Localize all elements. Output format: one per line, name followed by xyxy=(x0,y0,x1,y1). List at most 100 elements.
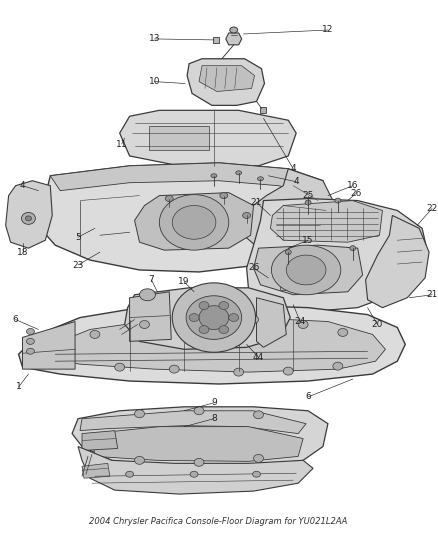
Text: 12: 12 xyxy=(322,26,334,35)
Ellipse shape xyxy=(26,328,35,334)
Polygon shape xyxy=(80,411,306,433)
Ellipse shape xyxy=(258,177,264,181)
Ellipse shape xyxy=(115,363,125,371)
Ellipse shape xyxy=(285,249,291,255)
Ellipse shape xyxy=(165,196,173,201)
Text: 2004 Chrysler Pacifica Console-Floor Diagram for YU021L2AA: 2004 Chrysler Pacifica Console-Floor Dia… xyxy=(88,518,347,527)
Ellipse shape xyxy=(186,296,242,340)
Text: 24: 24 xyxy=(294,317,306,326)
Text: 9: 9 xyxy=(211,398,217,407)
Ellipse shape xyxy=(272,245,341,295)
Ellipse shape xyxy=(333,362,343,370)
Ellipse shape xyxy=(305,200,311,205)
Polygon shape xyxy=(22,321,75,369)
Text: 4: 4 xyxy=(290,164,296,173)
Text: 23: 23 xyxy=(72,261,84,270)
Ellipse shape xyxy=(90,330,100,338)
Ellipse shape xyxy=(169,365,179,373)
Text: 8: 8 xyxy=(211,414,217,423)
Polygon shape xyxy=(213,37,219,43)
Text: 44: 44 xyxy=(253,353,264,362)
Polygon shape xyxy=(247,199,427,312)
Text: 26: 26 xyxy=(350,189,361,198)
Polygon shape xyxy=(254,245,363,295)
Ellipse shape xyxy=(283,367,293,375)
Text: 11: 11 xyxy=(116,140,127,149)
Ellipse shape xyxy=(199,326,209,334)
Text: 5: 5 xyxy=(75,233,81,242)
Ellipse shape xyxy=(134,410,145,418)
Ellipse shape xyxy=(234,368,244,376)
Polygon shape xyxy=(92,426,303,462)
Ellipse shape xyxy=(199,305,229,329)
Polygon shape xyxy=(42,318,385,372)
Ellipse shape xyxy=(220,192,228,199)
Text: 13: 13 xyxy=(148,35,160,43)
Text: 15: 15 xyxy=(302,236,314,245)
Polygon shape xyxy=(199,66,254,92)
Polygon shape xyxy=(187,59,265,106)
Ellipse shape xyxy=(243,213,251,219)
Polygon shape xyxy=(280,278,308,290)
Ellipse shape xyxy=(26,348,35,354)
Polygon shape xyxy=(149,126,209,150)
Polygon shape xyxy=(6,181,52,248)
Polygon shape xyxy=(72,407,328,466)
Text: 18: 18 xyxy=(17,248,28,256)
Polygon shape xyxy=(244,169,333,255)
Polygon shape xyxy=(130,292,171,341)
Ellipse shape xyxy=(140,289,155,301)
Text: 16: 16 xyxy=(347,181,358,190)
Ellipse shape xyxy=(350,246,356,251)
Ellipse shape xyxy=(211,174,217,177)
Text: 4: 4 xyxy=(293,177,299,186)
Polygon shape xyxy=(40,163,328,272)
Polygon shape xyxy=(134,192,254,250)
Polygon shape xyxy=(78,447,313,494)
Ellipse shape xyxy=(172,283,255,352)
Ellipse shape xyxy=(254,411,264,419)
Ellipse shape xyxy=(338,328,348,336)
Ellipse shape xyxy=(286,255,326,285)
Ellipse shape xyxy=(230,27,238,33)
Ellipse shape xyxy=(26,338,35,344)
Text: 21: 21 xyxy=(251,198,262,207)
Ellipse shape xyxy=(236,171,242,175)
Ellipse shape xyxy=(189,313,199,321)
Polygon shape xyxy=(259,107,266,114)
Ellipse shape xyxy=(159,195,229,250)
Ellipse shape xyxy=(298,320,308,328)
Ellipse shape xyxy=(194,458,204,466)
Ellipse shape xyxy=(126,471,134,477)
Ellipse shape xyxy=(199,302,209,310)
Ellipse shape xyxy=(335,198,341,203)
Polygon shape xyxy=(270,200,382,242)
Polygon shape xyxy=(366,215,429,308)
Polygon shape xyxy=(50,163,313,192)
Text: 10: 10 xyxy=(148,77,160,86)
Polygon shape xyxy=(120,110,296,166)
Ellipse shape xyxy=(254,455,264,462)
Polygon shape xyxy=(257,298,286,348)
Ellipse shape xyxy=(229,313,239,321)
Text: 25: 25 xyxy=(302,191,314,200)
Ellipse shape xyxy=(190,471,198,477)
Text: 1: 1 xyxy=(16,383,21,391)
Text: 4: 4 xyxy=(20,181,25,190)
Ellipse shape xyxy=(249,316,258,324)
Polygon shape xyxy=(226,33,242,45)
Text: 7: 7 xyxy=(148,276,154,285)
Polygon shape xyxy=(18,305,405,384)
Text: 22: 22 xyxy=(427,204,438,213)
Ellipse shape xyxy=(194,407,204,415)
Ellipse shape xyxy=(253,471,261,477)
Ellipse shape xyxy=(219,302,229,310)
Text: 6: 6 xyxy=(305,392,311,401)
Polygon shape xyxy=(82,431,118,450)
Ellipse shape xyxy=(140,320,149,328)
Ellipse shape xyxy=(219,326,229,334)
Polygon shape xyxy=(125,288,290,349)
Text: 6: 6 xyxy=(13,315,18,324)
Ellipse shape xyxy=(25,216,32,221)
Text: 20: 20 xyxy=(372,320,383,329)
